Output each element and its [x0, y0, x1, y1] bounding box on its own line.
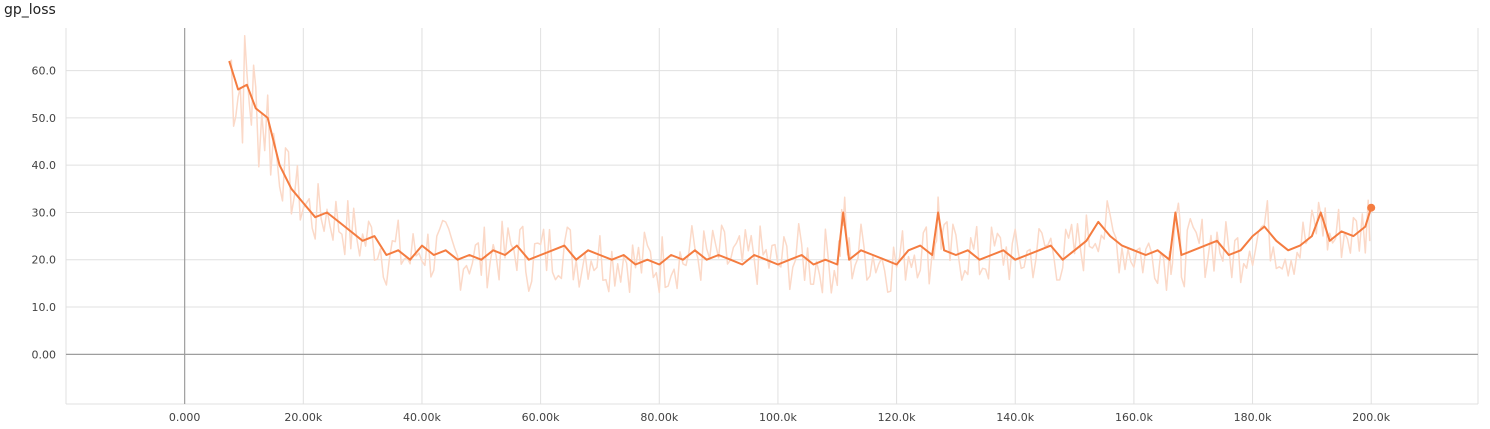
x-tick-label: 180.0k	[1234, 411, 1272, 424]
y-tick-label: 30.0	[32, 206, 57, 219]
x-tick-label: 120.0k	[878, 411, 916, 424]
x-tick-label: 0.000	[169, 411, 201, 424]
x-tick-label: 200.0k	[1352, 411, 1390, 424]
x-tick-label: 80.00k	[640, 411, 678, 424]
raw-series-line	[228, 35, 1371, 294]
x-tick-label: 60.00k	[522, 411, 560, 424]
x-tick-label: 20.00k	[284, 411, 322, 424]
y-tick-label: 60.0	[32, 65, 57, 78]
smoothed-series	[228, 60, 1376, 266]
x-tick-label: 100.0k	[759, 411, 797, 424]
raw-series	[228, 35, 1371, 294]
smoothed-series-line	[228, 60, 1373, 266]
tick-labels: 0.00 10.0 20.0 30.0 40.0 50.0 60.0 0.000 20.00k 4…	[32, 65, 1391, 424]
chart-title: gp_loss	[4, 2, 56, 18]
y-tick-label: 50.0	[32, 112, 57, 125]
y-tick-label: 10.0	[32, 301, 57, 314]
x-tick-label: 40.00k	[403, 411, 441, 424]
axes	[66, 28, 1478, 404]
y-tick-label: 0.00	[32, 348, 57, 361]
series-end-point	[1367, 203, 1376, 212]
x-tick-label: 160.0k	[1115, 411, 1153, 424]
y-tick-label: 20.0	[32, 254, 57, 267]
y-tick-label: 40.0	[32, 159, 57, 172]
x-tick-label: 140.0k	[996, 411, 1034, 424]
grid-lines	[65, 28, 1479, 405]
